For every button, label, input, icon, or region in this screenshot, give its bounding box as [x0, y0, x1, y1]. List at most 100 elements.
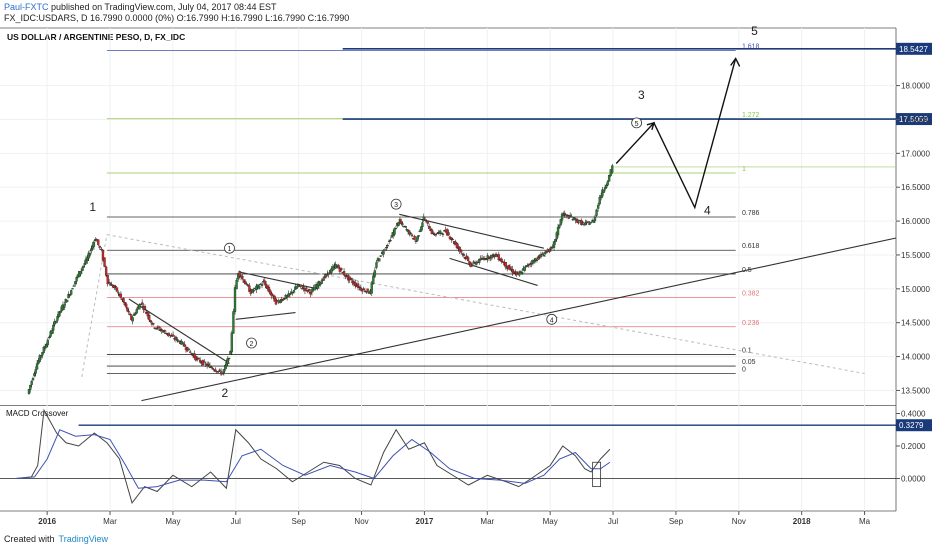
x-tick-label: May: [543, 517, 558, 526]
candle-body: [461, 253, 464, 255]
candle-body: [135, 309, 138, 314]
wave-label: 5: [751, 24, 758, 38]
candle-body: [584, 222, 587, 225]
candle-body: [115, 287, 119, 292]
candle-body: [400, 221, 403, 224]
candle-body: [299, 284, 302, 287]
candle-body: [537, 256, 540, 260]
candle-body: [349, 277, 353, 281]
candle-body: [148, 315, 151, 320]
price-axis[interactable]: 13.5000 14.0000 14.5000 15.0000 15.5000 16.00…: [896, 82, 930, 396]
candle-body: [63, 304, 66, 308]
candle-body: [554, 239, 557, 243]
candle-body: [593, 216, 597, 222]
candle-body: [273, 295, 276, 302]
candle-body: [564, 214, 568, 216]
projection-arrowhead: [646, 121, 655, 131]
candle-body: [370, 282, 373, 294]
candle-body: [146, 312, 149, 317]
tradingview-logo[interactable]: TradingView: [58, 534, 109, 544]
candle-body: [567, 216, 570, 219]
candle-body: [205, 364, 209, 367]
candle-body: [427, 226, 431, 229]
circled-label-ring: [246, 337, 257, 349]
candle-body: [539, 254, 543, 258]
candle-body: [445, 229, 449, 236]
candle-body: [422, 216, 425, 220]
candle-body: [379, 255, 382, 257]
candle-body: [160, 329, 163, 332]
candle-body: [511, 268, 514, 273]
candle-body: [354, 282, 357, 287]
circled-label: 3: [394, 202, 398, 209]
candle-body: [394, 228, 398, 230]
candle-body: [323, 276, 326, 278]
x-tick-label: Nov: [732, 517, 746, 526]
candle-body: [45, 343, 48, 348]
candle-body: [214, 369, 217, 372]
candle-body: [267, 286, 271, 292]
candle-body: [296, 284, 300, 288]
candle-body: [207, 363, 210, 366]
candle-body: [272, 294, 275, 297]
y-tick-label: 17.0000: [901, 149, 930, 158]
candle-body: [269, 290, 272, 295]
candle-body: [134, 313, 137, 315]
candle-body: [149, 320, 152, 323]
y-tick-label: 14.0000: [901, 353, 930, 362]
candle-body: [558, 224, 561, 228]
time-axis[interactable]: 2016 Mar May Jul Sep Nov 2017 Mar May Jul Sep Nov 20…: [38, 511, 871, 526]
candle-body: [372, 275, 375, 284]
macd-pane: MACD Crossover 0.4000 0.2000 0.0000 0.3279: [0, 408, 932, 504]
candle-body: [417, 235, 420, 237]
candle-body: [405, 229, 408, 231]
candle-body: [459, 249, 463, 253]
candle-body: [383, 249, 387, 251]
candle-body: [321, 278, 325, 281]
candle-body: [529, 263, 532, 265]
candle-body: [242, 279, 245, 283]
candle-body: [193, 353, 196, 358]
x-tick-label: 2017: [416, 517, 434, 526]
x-tick-label: Sep: [669, 517, 684, 526]
candle-body: [570, 216, 573, 218]
candle-body: [358, 286, 361, 288]
flag-bottom: [449, 257, 538, 286]
candle-body: [86, 257, 89, 261]
candle-body: [56, 316, 59, 321]
candle-body: [171, 334, 175, 337]
macd-title: MACD Crossover: [6, 409, 69, 418]
crossover-box: [592, 461, 602, 488]
candle-body: [504, 262, 507, 268]
candle-body: [92, 241, 96, 247]
candle-body: [416, 236, 419, 242]
candle-body: [221, 373, 224, 375]
candle-body: [560, 213, 564, 221]
candle-body: [106, 274, 109, 285]
candle-body: [526, 265, 529, 267]
candle-body: [103, 257, 106, 267]
candle-body: [413, 235, 416, 240]
y-tick-label: 16.5000: [901, 183, 930, 192]
candle-body: [363, 290, 367, 292]
candle-body: [217, 371, 220, 373]
candle-body: [310, 289, 314, 293]
publisher-link[interactable]: Paul-FXTC: [4, 2, 49, 12]
candle-body: [235, 280, 238, 290]
candle-body: [432, 232, 435, 234]
candle-body: [183, 343, 186, 347]
chart-frame: [0, 27, 897, 512]
fib-label: 0.1: [742, 348, 752, 355]
candle-body: [143, 306, 147, 310]
candle-body: [455, 243, 459, 248]
candle-body: [485, 258, 488, 260]
candle-body: [387, 240, 391, 242]
candle-body: [161, 331, 165, 333]
price-tag: [896, 42, 932, 55]
candle-body: [588, 223, 591, 226]
candle-body: [408, 230, 411, 235]
candle-body: [462, 254, 466, 256]
candle-body: [97, 239, 100, 245]
candle-body: [233, 287, 237, 312]
